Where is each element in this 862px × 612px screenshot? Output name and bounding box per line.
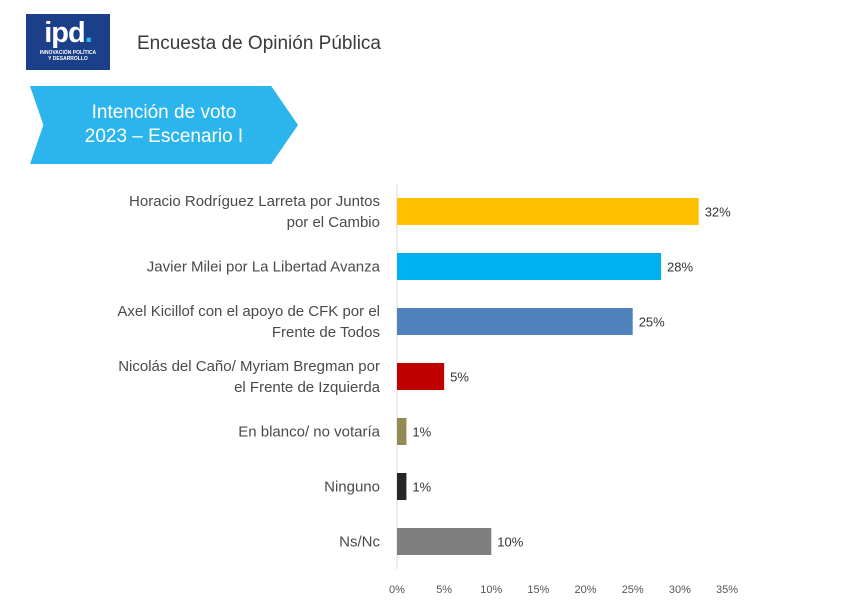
- x-tick-label: 10%: [480, 584, 502, 596]
- x-tick-label: 20%: [575, 584, 597, 596]
- category-label: Axel Kicillof con el apoyo de CFK por el…: [117, 303, 380, 341]
- data-label: 5%: [450, 370, 469, 385]
- banner-line-1: Intención de voto: [91, 102, 237, 123]
- logo-mark: ipd.: [44, 17, 93, 49]
- data-label: 25%: [639, 315, 665, 330]
- ipd-logo: ipd. INNOVACIÓN POLÍTICA Y DESARROLLO: [26, 14, 110, 70]
- bar: [397, 363, 445, 390]
- x-tick-label: 0%: [389, 584, 405, 596]
- page-title: Encuesta de Opinión Pública: [137, 33, 381, 54]
- bar: [397, 418, 407, 445]
- data-label: 28%: [667, 260, 693, 275]
- x-tick-label: 5%: [436, 584, 452, 596]
- data-label: 1%: [412, 480, 431, 495]
- category-label: Ns/Nc: [339, 534, 380, 551]
- bar: [397, 198, 699, 225]
- x-tick-label: 25%: [622, 584, 644, 596]
- banner-line-2: 2023 – Escenario I: [84, 126, 244, 147]
- x-tick-label: 15%: [527, 584, 549, 596]
- x-tick-label: 35%: [716, 584, 738, 596]
- chart-title-banner: Intención de voto 2023 – Escenario I: [30, 86, 298, 164]
- category-label: Nicolás del Caño/ Myriam Bregman por el F…: [118, 358, 380, 396]
- bar: [397, 473, 407, 500]
- category-label: En blanco/ no votaría: [238, 424, 380, 441]
- data-label: 10%: [497, 535, 523, 550]
- data-label: 32%: [705, 205, 731, 220]
- data-label: 1%: [412, 425, 431, 440]
- bar: [397, 253, 661, 280]
- category-label: Ninguno: [324, 479, 380, 496]
- category-label: Javier Milei por La Libertad Avanza: [147, 259, 381, 276]
- category-label: Horacio Rodríguez Larreta por Juntos por …: [129, 193, 380, 231]
- bar: [397, 308, 633, 335]
- bar: [397, 528, 492, 555]
- x-tick-label: 30%: [669, 584, 691, 596]
- logo-tagline: INNOVACIÓN POLÍTICA Y DESARROLLO: [39, 50, 97, 62]
